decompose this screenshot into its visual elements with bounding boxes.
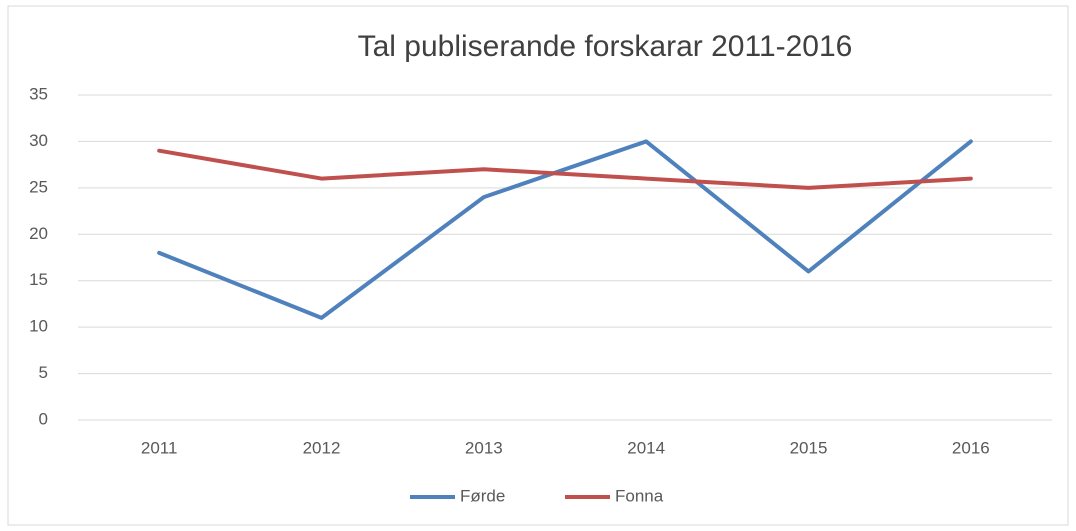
y-tick-label: 5 <box>39 363 48 382</box>
y-tick-label: 0 <box>39 409 48 428</box>
x-tick-label: 2011 <box>141 438 178 457</box>
line-series <box>157 148 973 190</box>
y-tick-label: 25 <box>29 177 48 196</box>
chart-title: Tal publiserande forskarar 2011-2016 <box>358 30 853 63</box>
y-tick-label: 10 <box>29 317 48 336</box>
y-tick-label: 30 <box>29 131 48 150</box>
chart-border <box>7 5 1069 526</box>
x-tick-label: 2012 <box>303 438 341 457</box>
x-tick-label: 2013 <box>465 438 503 457</box>
x-tick-label: 2015 <box>790 438 828 457</box>
legend-label: Førde <box>460 486 505 505</box>
y-tick-label: 15 <box>29 270 48 289</box>
line-series <box>157 139 973 320</box>
y-tick-label: 35 <box>29 84 48 103</box>
y-tick-label: 20 <box>29 224 48 243</box>
legend-label: Fonna <box>615 486 664 505</box>
x-tick-label: 2016 <box>952 438 990 457</box>
x-tick-label: 2014 <box>627 438 665 457</box>
